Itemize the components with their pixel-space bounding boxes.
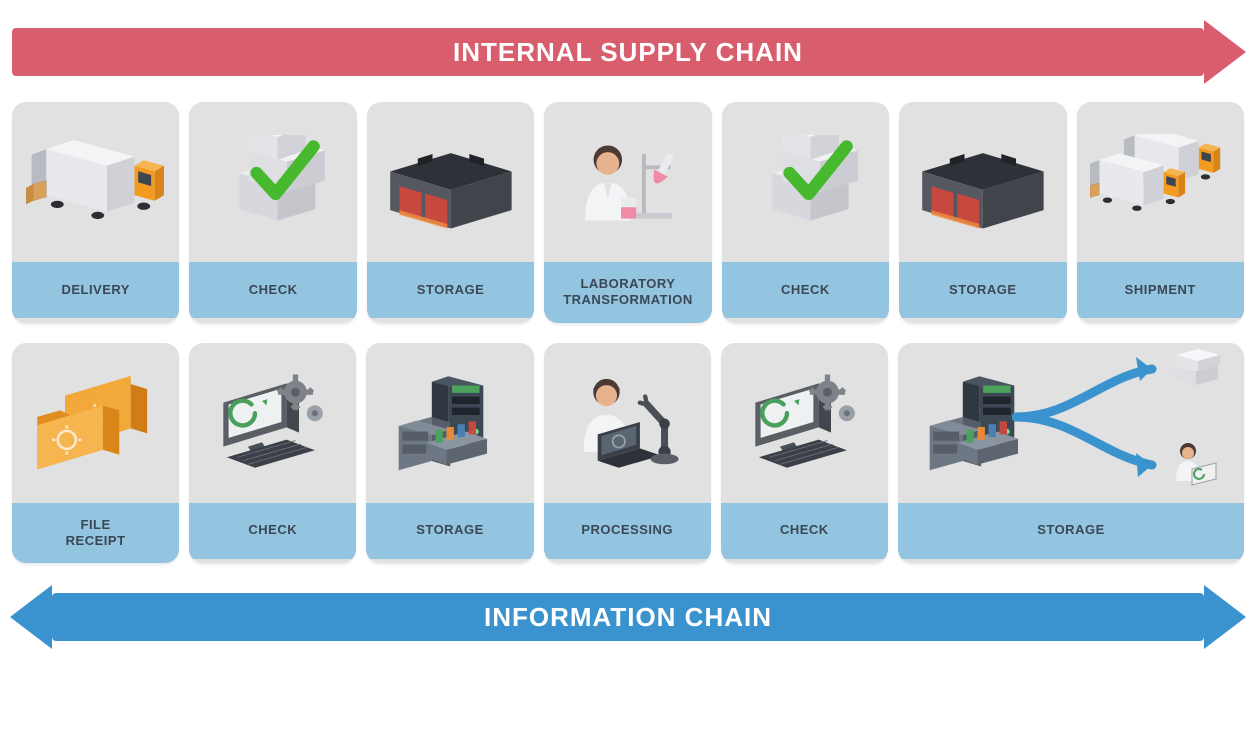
folders-icon — [12, 343, 179, 503]
server-dispatch-icon — [898, 343, 1244, 503]
supply_chain-card-1: CHECK — [189, 102, 356, 323]
information_chain-card-1: CHECK — [189, 343, 356, 564]
information_chain-label-5: STORAGE — [898, 503, 1244, 559]
top-arrow: INTERNAL SUPPLY CHAIN — [12, 20, 1244, 84]
information-chain-row: FILERECEIPTCHECKSTORAGEPROCESSINGCHECKST… — [12, 343, 1244, 564]
supply_chain-card-2: STORAGE — [367, 102, 534, 323]
top-arrow-label: INTERNAL SUPPLY CHAIN — [453, 37, 803, 68]
information_chain-card-4: CHECK — [721, 343, 888, 564]
supply_chain-label-6: SHIPMENT — [1077, 262, 1244, 318]
boxes-check-icon — [722, 102, 889, 262]
information_chain-card-3: PROCESSING — [544, 343, 711, 564]
server-files-icon — [366, 343, 533, 503]
bottom-arrow-label: INFORMATION CHAIN — [484, 602, 772, 633]
supply_chain-label-4: CHECK — [722, 262, 889, 318]
information_chain-label-1: CHECK — [189, 503, 356, 559]
supply_chain-label-1: CHECK — [189, 262, 356, 318]
supply_chain-card-6: SHIPMENT — [1077, 102, 1244, 323]
warehouse-icon — [899, 102, 1066, 262]
information_chain-label-4: CHECK — [721, 503, 888, 559]
supply-chain-row: DELIVERYCHECKSTORAGELABORATORYTRANSFORMA… — [12, 102, 1244, 323]
supply_chain-label-3: LABORATORYTRANSFORMATION — [544, 262, 711, 323]
information_chain-label-0: FILERECEIPT — [12, 503, 179, 564]
supply_chain-label-5: STORAGE — [899, 262, 1066, 318]
dispatch-outputs — [1006, 355, 1236, 495]
truck-icon — [12, 102, 179, 262]
computer-gear-icon — [189, 343, 356, 503]
supply_chain-card-5: STORAGE — [899, 102, 1066, 323]
boxes-check-icon — [189, 102, 356, 262]
trucks-two-icon — [1077, 102, 1244, 262]
information_chain-card-0: FILERECEIPT — [12, 343, 179, 564]
information_chain-card-2: STORAGE — [366, 343, 533, 564]
information_chain-label-2: STORAGE — [366, 503, 533, 559]
supply_chain-label-2: STORAGE — [367, 262, 534, 318]
supply_chain-card-3: LABORATORYTRANSFORMATION — [544, 102, 711, 323]
operator-icon — [544, 343, 711, 503]
supply_chain-label-0: DELIVERY — [12, 262, 179, 318]
information_chain-label-3: PROCESSING — [544, 503, 711, 559]
information_chain-card-5: STORAGE — [898, 343, 1244, 564]
supply_chain-card-4: CHECK — [722, 102, 889, 323]
bottom-arrow: INFORMATION CHAIN — [12, 585, 1244, 649]
computer-gear-icon — [721, 343, 888, 503]
supply_chain-card-0: DELIVERY — [12, 102, 179, 323]
lab-icon — [544, 102, 711, 262]
warehouse-icon — [367, 102, 534, 262]
